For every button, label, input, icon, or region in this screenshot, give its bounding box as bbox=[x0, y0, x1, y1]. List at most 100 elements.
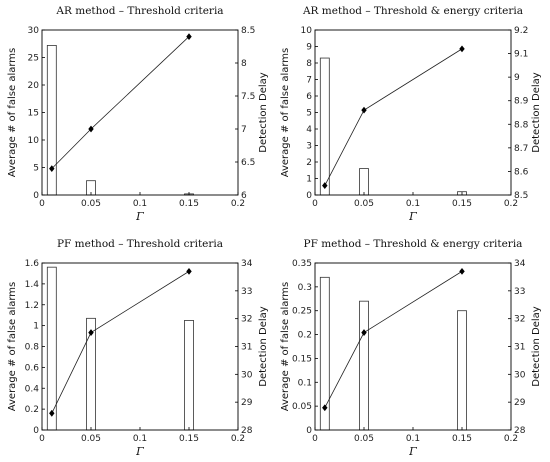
y-left-tick-label: 15 bbox=[28, 109, 39, 119]
y-left-tick-label: 0 bbox=[33, 426, 39, 436]
subplot-title: AR method – Threshold criteria bbox=[55, 5, 223, 17]
detection-delay-marker bbox=[49, 165, 55, 172]
y-left-tick-label: 0.3 bbox=[298, 283, 312, 293]
y-left-axis-label: Average # of false alarms bbox=[7, 48, 18, 178]
x-tick-label: 0.2 bbox=[504, 434, 518, 444]
y-left-tick-label: 8 bbox=[306, 59, 312, 69]
y-right-tick-label: 34 bbox=[241, 259, 253, 269]
y-right-tick-label: 30 bbox=[241, 370, 253, 380]
y-left-tick-label: 1 bbox=[33, 322, 39, 332]
y-right-tick-label: 33 bbox=[241, 287, 252, 297]
y-right-tick-label: 6.5 bbox=[241, 158, 255, 168]
plot-frame bbox=[314, 262, 512, 431]
detection-delay-marker bbox=[459, 45, 465, 53]
false-alarm-bar bbox=[359, 300, 369, 431]
y-left-tick-label: 1 bbox=[306, 175, 312, 185]
y-right-tick-label: 28 bbox=[241, 426, 253, 436]
y-right-tick-label: 31 bbox=[241, 343, 252, 353]
detection-delay-marker bbox=[186, 267, 192, 275]
detection-delay-marker bbox=[322, 404, 328, 412]
y-left-tick-label: 5 bbox=[306, 109, 312, 119]
y-right-tick-label: 8.7 bbox=[514, 144, 528, 154]
y-right-tick-label: 30 bbox=[514, 370, 526, 380]
false-alarm-bar bbox=[359, 168, 369, 196]
subplot-4: 0 0.05 0.1 0.15 0.2 0 0.05 0.1 0.15 0.2 0.25 0.3 0.3… bbox=[280, 238, 542, 458]
false-alarm-bar bbox=[319, 57, 330, 196]
y-right-tick-label: 34 bbox=[514, 259, 526, 269]
x-tick-label: 0.1 bbox=[133, 199, 147, 209]
x-tick-label: 0.15 bbox=[452, 434, 472, 444]
y-right-tick-label: 29 bbox=[514, 398, 526, 408]
x-tick-label: 0 bbox=[39, 199, 45, 209]
y-left-tick-label: 0.05 bbox=[292, 402, 312, 412]
y-left-tick-label: 0.4 bbox=[25, 384, 40, 394]
x-tick-label: 0.2 bbox=[231, 434, 245, 444]
detection-delay-marker bbox=[88, 125, 94, 133]
y-right-tick-label: 29 bbox=[241, 398, 253, 408]
y-left-axis-label: Average # of false alarms bbox=[280, 282, 291, 412]
y-left-tick-label: 2 bbox=[306, 158, 312, 168]
subplot-1: 0 0.05 0.1 0.15 0.2 0 5 10 15 20 25 30 6 6.5 7 7.5 8 8.5 A… bbox=[7, 5, 269, 223]
y-right-axis-label: Detection Delay bbox=[258, 306, 269, 387]
y-left-tick-label: 7 bbox=[306, 76, 312, 86]
y-left-axis-label: Average # of false alarms bbox=[7, 282, 18, 412]
y-right-tick-label: 32 bbox=[241, 315, 252, 325]
y-left-tick-label: 1.6 bbox=[25, 259, 40, 269]
detection-delay-marker bbox=[459, 267, 465, 275]
plot-frame bbox=[314, 29, 512, 196]
plot-frame bbox=[41, 29, 239, 196]
y-right-tick-label: 8.8 bbox=[514, 120, 529, 130]
y-left-tick-label: 0 bbox=[306, 426, 312, 436]
x-tick-label: 0.05 bbox=[354, 434, 374, 444]
subplot-title: PF method – Threshold criteria bbox=[57, 238, 223, 250]
y-right-tick-label: 32 bbox=[514, 315, 525, 325]
y-left-tick-label: 30 bbox=[28, 26, 40, 36]
y-right-tick-label: 28 bbox=[514, 426, 526, 436]
x-tick-label: 0.1 bbox=[406, 199, 420, 209]
y-right-tick-label: 31 bbox=[514, 343, 525, 353]
y-left-tick-label: 3 bbox=[306, 142, 312, 152]
x-tick-label: 0.1 bbox=[133, 434, 147, 444]
x-tick-label: 0 bbox=[312, 434, 318, 444]
y-left-tick-label: 1.4 bbox=[25, 280, 40, 290]
y-right-axis-label: Detection Delay bbox=[531, 72, 542, 153]
detection-delay-line bbox=[51, 36, 190, 169]
x-axis-label: Γ bbox=[408, 210, 417, 223]
y-right-tick-label: 7 bbox=[241, 125, 247, 135]
y-left-tick-label: 25 bbox=[28, 54, 39, 64]
y-right-tick-label: 8.5 bbox=[241, 26, 255, 36]
y-left-tick-label: 20 bbox=[28, 81, 40, 91]
false-alarm-bar bbox=[457, 310, 467, 431]
x-tick-label: 0.2 bbox=[231, 199, 245, 209]
y-left-tick-label: 5 bbox=[33, 164, 39, 174]
false-alarm-bar bbox=[184, 320, 194, 431]
y-left-tick-label: 9 bbox=[306, 43, 312, 53]
x-tick-label: 0.05 bbox=[81, 199, 101, 209]
y-left-tick-label: 0.6 bbox=[25, 363, 40, 373]
y-left-tick-label: 6 bbox=[306, 92, 312, 102]
y-left-tick-label: 0.2 bbox=[25, 405, 39, 415]
detection-delay-line bbox=[51, 271, 190, 414]
x-tick-label: 0.2 bbox=[504, 199, 518, 209]
y-left-tick-label: 10 bbox=[301, 26, 313, 36]
y-right-tick-label: 8.6 bbox=[514, 167, 529, 177]
x-axis-label: Γ bbox=[135, 210, 144, 223]
y-right-tick-label: 9 bbox=[514, 73, 520, 83]
y-right-tick-label: 8.9 bbox=[514, 97, 529, 107]
x-axis-label: Γ bbox=[135, 445, 144, 458]
x-axis-label: Γ bbox=[408, 445, 417, 458]
plot-frame bbox=[41, 262, 239, 431]
y-left-tick-label: 0.2 bbox=[298, 331, 312, 341]
y-left-axis-label: Average # of false alarms bbox=[280, 48, 291, 178]
x-tick-label: 0.05 bbox=[354, 199, 374, 209]
x-tick-label: 0.15 bbox=[179, 199, 199, 209]
x-tick-label: 0 bbox=[39, 434, 45, 444]
subplot-title: PF method – Threshold & energy criteria bbox=[304, 238, 523, 250]
y-left-tick-label: 10 bbox=[28, 136, 40, 146]
x-tick-label: 0.15 bbox=[452, 199, 472, 209]
y-left-tick-label: 4 bbox=[306, 125, 312, 135]
detection-delay-marker bbox=[88, 329, 94, 336]
y-right-axis-label: Detection Delay bbox=[258, 72, 269, 153]
x-tick-label: 0.1 bbox=[406, 434, 420, 444]
detection-delay-marker bbox=[49, 409, 55, 417]
